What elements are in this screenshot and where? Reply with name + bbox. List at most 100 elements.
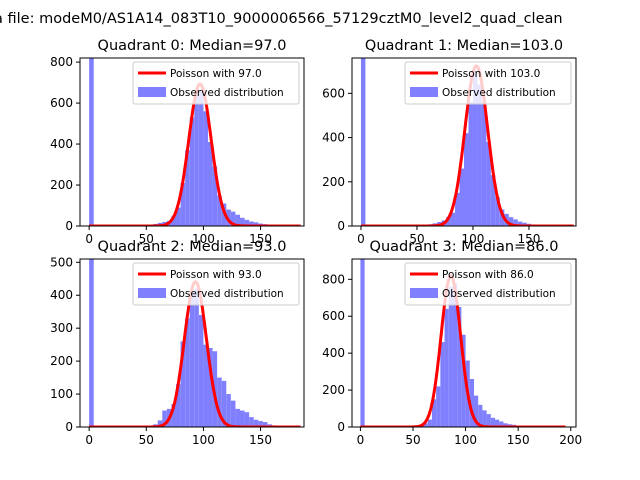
histogram-bar — [162, 410, 167, 427]
histogram-bar — [217, 195, 222, 226]
histogram-bar — [180, 341, 186, 427]
x-tick-label: 0 — [357, 232, 365, 246]
poisson-line — [360, 64, 575, 226]
histogram-bar — [203, 344, 208, 427]
histogram-bar — [235, 408, 240, 427]
legend-line-label: Poisson with 93.0 — [170, 269, 262, 281]
x-tick-label: 200 — [559, 433, 582, 447]
histogram-bar-zero — [89, 259, 94, 427]
y-tick-label: 200 — [322, 175, 345, 189]
y-tick-label: 500 — [50, 255, 73, 269]
histogram-bar — [244, 412, 250, 427]
histogram-bar — [478, 404, 483, 427]
histogram-bar-zero — [89, 58, 94, 226]
y-tick-label: 600 — [322, 86, 345, 100]
legend-box — [132, 61, 300, 105]
histogram-bar — [473, 395, 479, 427]
chart-title: Quadrant 3: Median=86.0 — [370, 239, 559, 255]
plot-area — [88, 259, 301, 427]
histogram-bar — [203, 111, 208, 226]
histogram-bar — [455, 192, 460, 226]
x-tick-label: 0 — [85, 232, 93, 246]
y-tick-label: 800 — [322, 272, 345, 286]
histogram-bar — [258, 421, 263, 427]
histogram-bar — [189, 117, 195, 226]
histogram-bar — [185, 150, 190, 226]
histogram-bar — [452, 283, 458, 427]
histogram-bar-zero — [360, 259, 365, 427]
x-tick-label: 50 — [139, 433, 154, 447]
histogram-bar — [522, 222, 527, 226]
y-tick-label: 400 — [50, 288, 73, 302]
y-tick-label: 200 — [322, 383, 345, 397]
histogram-bar — [468, 102, 473, 226]
axes-frame — [79, 258, 305, 428]
histogram-bar — [486, 142, 491, 226]
histogram-bar — [262, 422, 268, 427]
plot-area — [360, 58, 575, 226]
axes-frame — [351, 258, 577, 428]
legend-line-label: Poisson with 86.0 — [442, 269, 534, 281]
histogram-bar — [185, 318, 190, 427]
chart-panel-3: 0 50 100 150 200 0 200 400 600 800 Quadrant 3: Med… — [322, 239, 582, 447]
histogram-bar — [450, 212, 456, 226]
y-tick-label: 200 — [50, 354, 73, 368]
histogram-bar — [436, 386, 441, 427]
x-tick-label: 0 — [357, 433, 365, 447]
histogram-bar — [230, 211, 236, 226]
histogram-bar — [208, 347, 213, 427]
histogram-bar — [482, 410, 487, 427]
histogram-bar — [457, 307, 462, 427]
histogram-bar — [459, 168, 464, 226]
histogram-bar — [461, 334, 466, 427]
histogram-bar — [217, 377, 222, 427]
legend-box — [404, 262, 572, 306]
histogram-bar — [464, 133, 469, 226]
histogram-bar — [499, 421, 504, 427]
histogram-bar — [235, 214, 240, 226]
histogram-bar — [513, 219, 518, 226]
legend-line-label: Poisson with 103.0 — [442, 68, 540, 80]
chart-panel-0: 0 50 100 150 0 200 400 600 800 Quadrant 0: Median… — [50, 38, 305, 246]
histogram-bar — [212, 166, 218, 226]
y-tick-label: 0 — [337, 420, 345, 434]
legend-bar-label: Observed distribution — [170, 87, 284, 99]
axes-frame — [351, 57, 577, 227]
histogram-bar — [157, 420, 163, 427]
histogram-bar — [448, 286, 453, 427]
histogram-bar — [431, 399, 437, 427]
x-tick-label: 150 — [249, 232, 272, 246]
histogram-bar — [194, 92, 199, 226]
histogram-bar — [440, 342, 445, 427]
x-tick-label: 100 — [454, 433, 477, 447]
legend-bar-swatch — [138, 288, 166, 298]
y-tick-label: 100 — [50, 387, 73, 401]
y-tick-label: 400 — [50, 137, 73, 151]
legend-bar-label: Observed distribution — [442, 87, 556, 99]
chart-title: Quadrant 1: Median=103.0 — [365, 38, 563, 54]
histogram-bar — [469, 379, 474, 427]
histogram-bar — [198, 315, 204, 427]
legend-line-label: Poisson with 97.0 — [170, 68, 262, 80]
poisson-line — [360, 274, 566, 427]
histogram-bar — [499, 209, 505, 226]
legend-bar-label: Observed distribution — [442, 288, 556, 300]
histogram-bar-zero — [360, 58, 366, 226]
legend-bar-swatch — [138, 87, 166, 97]
histogram-bar — [508, 217, 514, 226]
x-tick-label: 100 — [192, 232, 215, 246]
histogram-bar — [240, 410, 245, 427]
chart-panel-2: 0 50 100 150 0 100 200 300 400 500 Quadrant 2: Med… — [50, 239, 305, 447]
histogram-bar — [253, 419, 259, 427]
histogram-bar — [490, 175, 496, 226]
histogram-bar — [495, 419, 500, 427]
chart-panels: 0 50 100 150 0 200 400 600 800 Quadrant 0: Median… — [50, 38, 582, 447]
y-tick-label: 800 — [50, 55, 73, 69]
y-tick-label: 0 — [337, 219, 345, 233]
legend-bar-label: Observed distribution — [170, 288, 284, 300]
x-tick-label: 150 — [249, 433, 272, 447]
y-tick-label: 400 — [322, 346, 345, 360]
histogram-bar — [249, 221, 254, 226]
chart-title: Quadrant 2: Median=93.0 — [98, 239, 287, 255]
y-tick-label: 600 — [322, 309, 345, 323]
